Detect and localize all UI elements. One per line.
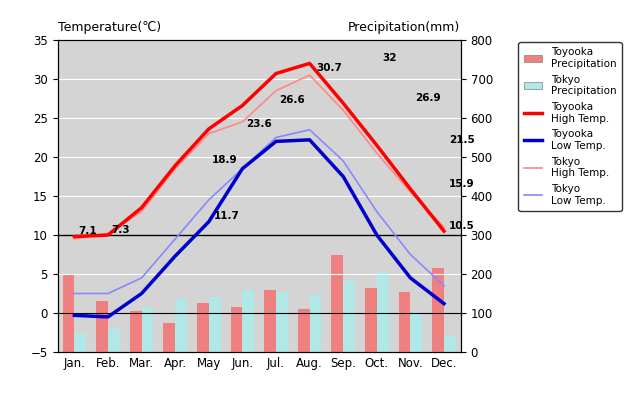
Text: Precipitation(mm): Precipitation(mm): [348, 21, 460, 34]
Bar: [444, 336, 456, 352]
Bar: [163, 323, 175, 352]
Text: 11.7: 11.7: [214, 211, 240, 221]
Bar: [74, 332, 86, 352]
Bar: [310, 296, 321, 352]
Bar: [197, 303, 209, 352]
Text: 7.1: 7.1: [78, 226, 97, 236]
Bar: [130, 311, 141, 352]
Bar: [230, 307, 243, 352]
Text: 7.3: 7.3: [111, 225, 130, 235]
Bar: [141, 307, 154, 352]
Bar: [108, 329, 120, 352]
Text: 15.9: 15.9: [449, 179, 475, 189]
Text: 26.9: 26.9: [415, 93, 441, 103]
Bar: [399, 292, 410, 352]
Legend: Toyooka
Precipitation, Tokyo
Precipitation, Toyooka
High Temp., Toyooka
Low Temp: Toyooka Precipitation, Tokyo Precipitati…: [518, 42, 621, 211]
Bar: [209, 298, 221, 352]
Bar: [243, 290, 254, 352]
Text: Temperature(℃): Temperature(℃): [58, 21, 161, 34]
Text: 32: 32: [382, 53, 396, 63]
Text: 10.5: 10.5: [449, 221, 475, 231]
Bar: [175, 299, 187, 352]
Bar: [264, 290, 276, 352]
Bar: [276, 292, 288, 352]
Text: 26.6: 26.6: [279, 95, 305, 105]
Text: 30.7: 30.7: [316, 63, 342, 73]
Bar: [377, 272, 388, 352]
Text: 23.6: 23.6: [246, 118, 271, 128]
Bar: [365, 288, 377, 352]
Text: 21.5: 21.5: [449, 135, 475, 145]
Bar: [332, 254, 343, 352]
Bar: [410, 313, 422, 352]
Bar: [96, 301, 108, 352]
Bar: [298, 309, 310, 352]
Bar: [343, 280, 355, 352]
Bar: [432, 268, 444, 352]
Text: 18.9: 18.9: [212, 155, 238, 165]
Bar: [63, 274, 74, 352]
